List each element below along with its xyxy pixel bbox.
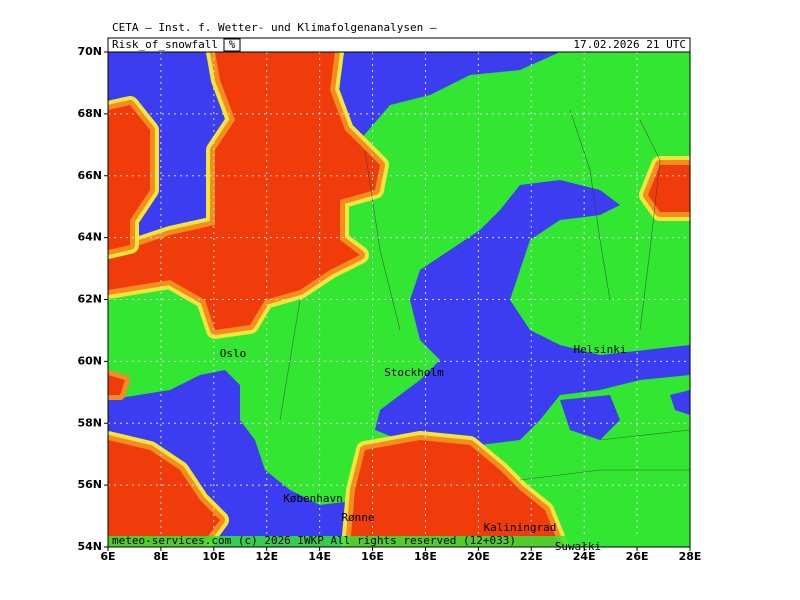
lake bbox=[670, 390, 690, 415]
footer-band bbox=[108, 536, 690, 547]
lon-label: 28E bbox=[679, 550, 702, 563]
lon-label: 22E bbox=[520, 550, 543, 563]
places: Oslo Stockholm Helsinki København Rønne Kalin… bbox=[220, 343, 627, 553]
lat-label: 64N bbox=[77, 231, 102, 244]
country-borders bbox=[279, 109, 690, 481]
place-label: Helsinki bbox=[574, 343, 627, 356]
lon-label: 20E bbox=[467, 550, 490, 563]
lat-label: 68N bbox=[77, 107, 102, 120]
lat-label: 70N bbox=[77, 45, 102, 58]
lon-label: 8E bbox=[153, 550, 168, 563]
gulf-of-riga bbox=[560, 395, 620, 440]
lon-label: 10E bbox=[202, 550, 225, 563]
unit-box bbox=[223, 38, 241, 52]
place-label: Stockholm bbox=[384, 366, 444, 379]
lon-label: 16E bbox=[361, 550, 384, 563]
place-label: Oslo bbox=[220, 347, 247, 360]
lon-label: 12E bbox=[255, 550, 278, 563]
lon-label: 14E bbox=[308, 550, 331, 563]
place-label: Suwałki bbox=[555, 540, 601, 553]
map bbox=[108, 52, 690, 547]
lon-label: 6E bbox=[100, 550, 115, 563]
unit: % bbox=[229, 38, 236, 51]
lat-label: 56N bbox=[77, 478, 102, 491]
lon-label: 26E bbox=[626, 550, 649, 563]
grid bbox=[108, 52, 690, 547]
header-title: CETA — Inst. f. Wetter- und Klimafolgena… bbox=[112, 21, 437, 34]
lat-label: 58N bbox=[77, 416, 102, 429]
place-label: København bbox=[283, 492, 343, 505]
gulf-of-bothnia bbox=[375, 180, 690, 445]
lon-label: 18E bbox=[414, 550, 437, 563]
lat-label: 60N bbox=[77, 354, 102, 367]
lat-label: 62N bbox=[77, 293, 102, 306]
lon-label: 24E bbox=[573, 550, 596, 563]
lat-label: 66N bbox=[77, 169, 102, 182]
place-label: Kaliningrad bbox=[484, 521, 557, 534]
parameter: Risk_of_snowfall bbox=[112, 38, 218, 51]
lat-label: 54N bbox=[77, 540, 102, 553]
valid-time: 17.02.2026 21 UTC bbox=[573, 38, 686, 51]
place-label: Rønne bbox=[341, 511, 374, 524]
info-bar bbox=[107, 37, 691, 53]
footer: meteo-services.com (c) 2026 IWKP All rig… bbox=[112, 534, 516, 547]
